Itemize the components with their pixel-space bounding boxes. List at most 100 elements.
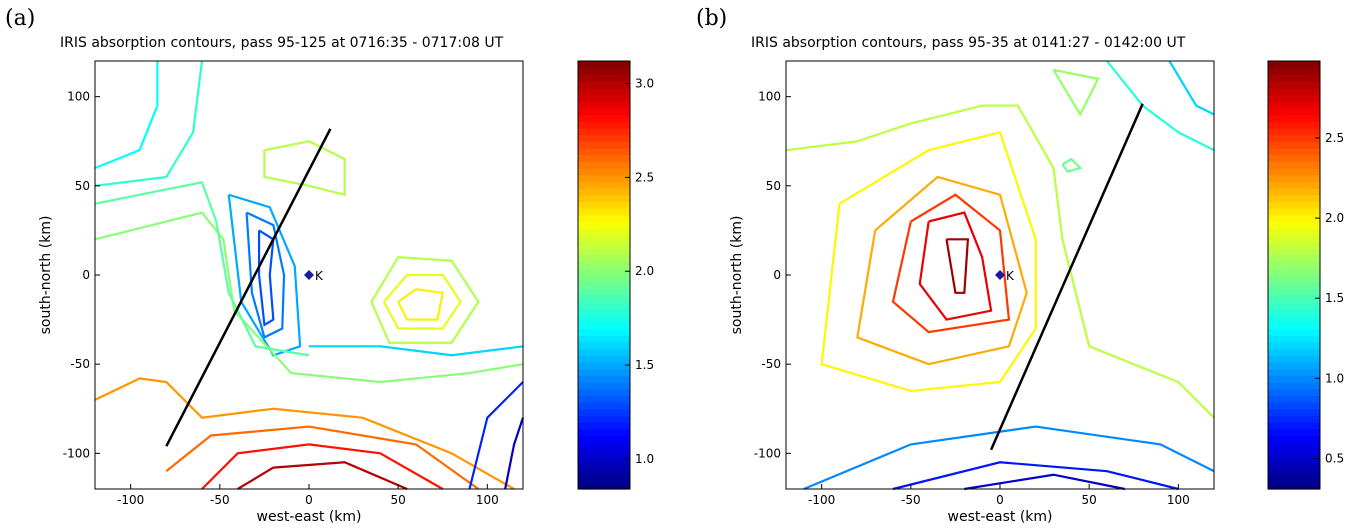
- contour-line: [94, 211, 524, 384]
- colorbar-step: [1268, 141, 1320, 149]
- colorbar-step: [578, 288, 630, 296]
- x-tick-label: -50: [210, 493, 230, 507]
- colorbar-step: [578, 455, 630, 463]
- colorbar-step: [1268, 482, 1320, 490]
- colorbar-step: [578, 194, 630, 203]
- x-axis-label: west-east (km): [257, 509, 362, 525]
- panel-label: (b): [696, 6, 727, 31]
- colorbar-tick-label: 2.5: [1325, 131, 1344, 145]
- colorbar-step: [1268, 321, 1320, 330]
- colorbar-step: [578, 228, 630, 236]
- colorbar-step: [578, 234, 630, 243]
- colorbar-step: [578, 221, 630, 229]
- colorbar-step: [1268, 101, 1320, 109]
- colorbar-step: [578, 442, 630, 450]
- colorbar-step: [1268, 308, 1320, 316]
- colorbar-step: [1268, 462, 1320, 470]
- colorbar-step: [1268, 408, 1320, 417]
- colorbar-step: [578, 94, 630, 102]
- colorbar-tick-label: 0.5: [1325, 452, 1344, 466]
- contour-line: [237, 461, 408, 491]
- y-tick-label: 50: [75, 179, 90, 193]
- colorbar-step: [1268, 361, 1320, 370]
- colorbar-step: [578, 67, 630, 75]
- x-tick-label: -100: [117, 493, 144, 507]
- colorbar-step: [578, 328, 630, 336]
- y-tick-label: 100: [67, 90, 90, 104]
- contour-line: [891, 193, 1011, 334]
- contour-line: [397, 288, 445, 321]
- colorbar-step: [578, 281, 630, 289]
- colorbar-step: [578, 301, 630, 310]
- y-tick-label: 0: [773, 268, 781, 282]
- colorbar-step: [1268, 228, 1320, 236]
- colorbar-step: [1268, 61, 1320, 69]
- contour-line: [94, 377, 515, 490]
- colorbar-step: [1268, 281, 1320, 289]
- colorbar-step: [1268, 375, 1320, 383]
- colorbar-step: [578, 348, 630, 356]
- site-marker: [304, 270, 314, 280]
- colorbar-step: [578, 147, 630, 156]
- colorbar-step: [1268, 168, 1320, 176]
- colorbar-tick-label: 1.5: [635, 358, 654, 372]
- contour-line: [309, 345, 524, 357]
- colorbar-tick-label: 1.0: [635, 452, 654, 466]
- contour-line: [964, 473, 1126, 491]
- colorbar-step: [1268, 315, 1320, 323]
- colorbar-step: [1268, 368, 1320, 376]
- colorbar-step: [578, 81, 630, 89]
- colorbar-step: [1268, 174, 1320, 182]
- colorbar-step: [1268, 422, 1320, 430]
- colorbar-step: [578, 382, 630, 390]
- colorbar-step: [578, 208, 630, 216]
- colorbar-frame: [577, 60, 631, 490]
- colorbar-step: [578, 395, 630, 403]
- colorbar-step: [1268, 455, 1320, 463]
- colorbar-step: [578, 308, 630, 316]
- contour-line: [370, 256, 480, 344]
- x-axis-label: west-east (km): [948, 509, 1053, 525]
- colorbar-step: [1268, 188, 1320, 196]
- colorbar-step: [578, 141, 630, 149]
- colorbar-step: [578, 341, 630, 350]
- colorbar-step: [578, 275, 630, 283]
- colorbar-step: [1268, 121, 1320, 129]
- colorbar-step: [578, 355, 630, 363]
- colorbar-step: [1268, 275, 1320, 283]
- colorbar-step: [1268, 114, 1320, 122]
- colorbar-step: [1268, 194, 1320, 203]
- x-tick-label: 100: [476, 493, 499, 507]
- colorbar-frame: [1267, 60, 1321, 490]
- colorbar-step: [1268, 341, 1320, 350]
- colorbar-step: [1268, 107, 1320, 116]
- colorbar-step: [578, 295, 630, 303]
- contour-line: [201, 443, 444, 490]
- contour-line: [1168, 60, 1215, 116]
- colorbar-step: [1268, 301, 1320, 310]
- colorbar-step: [578, 174, 630, 182]
- contour-line: [468, 381, 524, 490]
- colorbar-step: [1268, 261, 1320, 269]
- y-tick-label: -50: [70, 357, 90, 371]
- colorbar-step: [1268, 161, 1320, 169]
- y-tick-label: 100: [758, 90, 781, 104]
- colorbar-step: [578, 335, 630, 343]
- y-axis-label: south-north (km): [38, 216, 54, 335]
- colorbar-step: [578, 127, 630, 136]
- site-label: K: [1006, 269, 1015, 283]
- contour-line: [1052, 68, 1100, 117]
- colorbar-step: [1268, 268, 1320, 276]
- colorbar-step: [1268, 181, 1320, 189]
- contour-line: [1106, 60, 1215, 152]
- colorbar-step: [578, 154, 630, 162]
- colorbar-step: [1268, 154, 1320, 162]
- colorbar-step: [578, 201, 630, 209]
- colorbar-step: [578, 375, 630, 383]
- colorbar-tick-label: 3.0: [635, 77, 654, 91]
- x-tick-label: 100: [1167, 493, 1190, 507]
- contour-line: [820, 131, 1037, 393]
- colorbar-step: [1268, 241, 1320, 249]
- x-tick-label: -50: [901, 493, 921, 507]
